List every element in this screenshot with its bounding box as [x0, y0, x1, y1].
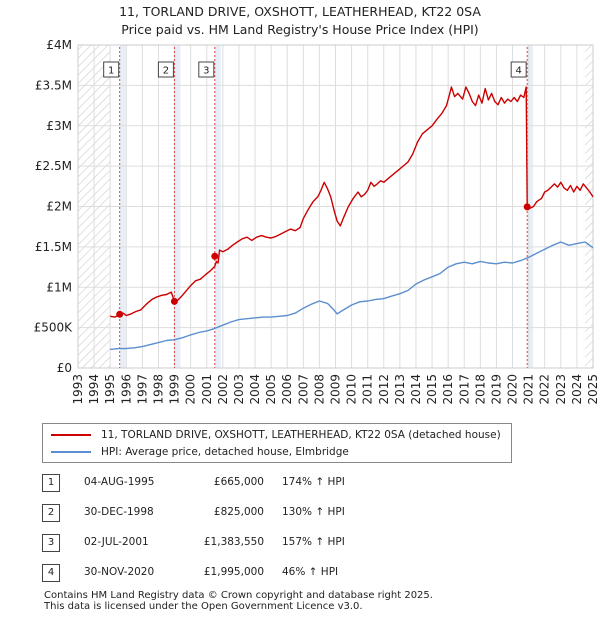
x-tick-label: 1995 — [103, 374, 117, 405]
x-tick-label: 2016 — [441, 374, 455, 405]
legend-swatch-property — [51, 434, 91, 436]
x-tick-label: 2012 — [377, 374, 391, 405]
sale-point — [116, 310, 124, 318]
series-line-hpi — [110, 241, 594, 351]
transaction-number: 4 — [42, 564, 60, 582]
x-tick-label: 2018 — [473, 374, 487, 405]
transactions-table: 1 04-AUG-1995 £665,000 174% ↑ HPI 2 30-D… — [42, 470, 562, 590]
y-tick-label: £4M — [46, 38, 72, 52]
sale-marker-label: 4 — [515, 66, 521, 77]
footer-license: This data is licensed under the Open Gov… — [44, 601, 363, 612]
y-tick-label: £2.5M — [35, 159, 72, 173]
sale-marker-label: 1 — [108, 66, 114, 77]
legend-item-hpi: HPI: Average price, detached house, Elmb… — [51, 444, 349, 460]
sale-marker-label: 3 — [203, 66, 209, 77]
transaction-number: 3 — [42, 534, 60, 552]
x-tick-label: 2007 — [296, 374, 310, 405]
transaction-number: 1 — [42, 474, 60, 492]
x-tick-label: 2006 — [280, 374, 294, 405]
transaction-row: 4 30-NOV-2020 £1,995,000 46% ↑ HPI — [42, 560, 562, 590]
x-tick-label: 2005 — [264, 374, 278, 405]
legend-label-property: 11, TORLAND DRIVE, OXSHOTT, LEATHERHEAD,… — [101, 429, 501, 441]
x-tick-label: 2011 — [361, 374, 375, 405]
transaction-row: 1 04-AUG-1995 £665,000 174% ↑ HPI — [42, 470, 562, 500]
chart-title-line2: Price paid vs. HM Land Registry's House … — [121, 22, 479, 37]
x-tick-label: 2002 — [216, 374, 230, 405]
series-line-property — [110, 86, 594, 318]
x-tick-label: 1994 — [87, 374, 101, 405]
transaction-row: 3 02-JUL-2001 £1,383,550 157% ↑ HPI — [42, 530, 562, 560]
x-tick-label: 2021 — [522, 374, 536, 405]
x-tick-label: 2015 — [425, 374, 439, 405]
sale-marker-label: 2 — [163, 66, 169, 77]
sale-marker-box — [198, 61, 215, 78]
x-tick-label: 2008 — [312, 374, 326, 405]
x-tick-label: 2014 — [409, 374, 423, 405]
transaction-hpi-change: 130% ↑ HPI — [282, 506, 345, 518]
transaction-hpi-change: 46% ↑ HPI — [282, 566, 339, 578]
transaction-number: 2 — [42, 504, 60, 522]
transaction-date: 30-DEC-1998 — [84, 506, 154, 518]
y-tick-label: £0 — [57, 361, 72, 375]
legend-swatch-hpi — [51, 451, 91, 453]
chart-title-line1: 11, TORLAND DRIVE, OXSHOTT, LEATHERHEAD,… — [119, 4, 481, 19]
x-tick-label: 1999 — [168, 374, 182, 405]
x-tick-label: 2022 — [538, 374, 552, 405]
transaction-hpi-change: 157% ↑ HPI — [282, 536, 345, 548]
sale-point — [211, 252, 219, 260]
x-tick-label: 2004 — [248, 374, 262, 405]
x-tick-label: 1998 — [151, 374, 165, 405]
transaction-price: £825,000 — [213, 506, 264, 518]
transaction-price: £665,000 — [213, 476, 264, 488]
transaction-price: £1,383,550 — [203, 536, 264, 548]
x-tick-label: 2003 — [232, 374, 246, 405]
footer: Contains HM Land Registry data © Crown c… — [44, 590, 433, 612]
y-tick-label: £3M — [46, 119, 72, 133]
transaction-date: 02-JUL-2001 — [84, 536, 149, 548]
sale-point — [170, 297, 178, 305]
x-tick-label: 2009 — [329, 374, 343, 405]
y-tick-label: £2M — [46, 200, 72, 214]
x-tick-label: 2020 — [506, 374, 520, 405]
x-tick-label: 2001 — [200, 374, 214, 405]
transaction-date: 04-AUG-1995 — [84, 476, 155, 488]
y-tick-label: £1M — [46, 280, 72, 294]
plot-frame — [77, 44, 594, 369]
transaction-date: 30-NOV-2020 — [84, 566, 155, 578]
x-tick-label: 1997 — [135, 374, 149, 405]
x-tick-label: 2000 — [184, 374, 198, 405]
x-tick-label: 2019 — [489, 374, 503, 405]
legend-label-hpi: HPI: Average price, detached house, Elmb… — [101, 446, 349, 458]
y-tick-label: £500K — [34, 321, 74, 335]
x-tick-label: 1996 — [119, 374, 133, 405]
y-tick-label: £3.5M — [35, 78, 72, 92]
x-tick-label: 2023 — [554, 374, 568, 405]
legend-item-property: 11, TORLAND DRIVE, OXSHOTT, LEATHERHEAD,… — [51, 427, 501, 443]
x-tick-label: 2017 — [457, 374, 471, 405]
sale-marker-box — [157, 61, 174, 78]
sale-point — [523, 203, 531, 211]
legend: 11, TORLAND DRIVE, OXSHOTT, LEATHERHEAD,… — [42, 423, 512, 463]
x-tick-label: 2024 — [570, 374, 584, 405]
transaction-hpi-change: 174% ↑ HPI — [282, 476, 345, 488]
transaction-row: 2 30-DEC-1998 £825,000 130% ↑ HPI — [42, 500, 562, 530]
x-tick-label: 1993 — [71, 374, 85, 405]
footer-copyright: Contains HM Land Registry data © Crown c… — [44, 590, 433, 601]
transaction-price: £1,995,000 — [203, 566, 264, 578]
x-tick-label: 2025 — [586, 374, 600, 405]
x-tick-label: 2013 — [393, 374, 407, 405]
sale-marker-box — [103, 61, 120, 78]
y-tick-label: £1.5M — [35, 240, 72, 254]
x-tick-label: 2010 — [345, 374, 359, 405]
sale-marker-box — [510, 61, 527, 78]
